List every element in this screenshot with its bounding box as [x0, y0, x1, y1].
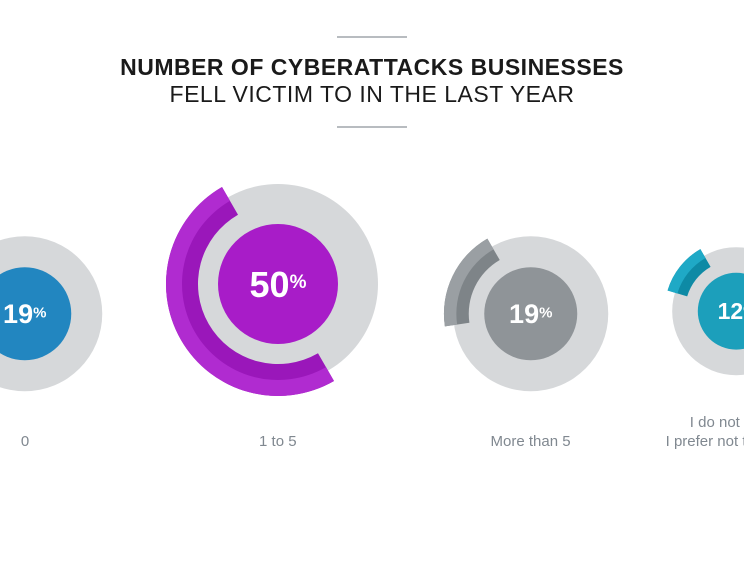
gauge-0: 19% 0 — [0, 213, 126, 452]
gauge-label: More than 5 — [491, 432, 571, 452]
gauge-row: 19% 0 50% 1 to 5 19% More than 5 12% I do not k… — [0, 154, 744, 452]
infographic-root: NUMBER OF CYBERATTACKS BUSINESSES FELL V… — [0, 36, 744, 588]
title-line-2: FELL VICTIM TO IN THE LAST YEAR — [0, 81, 744, 108]
top-divider — [337, 36, 407, 38]
gauge-1: 50% 1 to 5 — [148, 154, 408, 452]
gauge-value: 12% — [718, 298, 744, 324]
gauge-svg: 19% — [0, 213, 126, 415]
gauge-svg: 19% — [430, 213, 632, 415]
gauge-svg: 50% — [148, 154, 408, 414]
mid-divider — [337, 126, 407, 128]
gauge-label: 1 to 5 — [259, 432, 297, 452]
title-line-1: NUMBER OF CYBERATTACKS BUSINESSES — [0, 54, 744, 81]
gauge-3: 12% I do not know/I prefer not to answer — [653, 228, 744, 451]
chart-title: NUMBER OF CYBERATTACKS BUSINESSES FELL V… — [0, 54, 744, 108]
gauge-2: 19% More than 5 — [430, 213, 632, 452]
gauge-svg: 12% — [653, 228, 744, 394]
gauge-label: I do not know/I prefer not to answer — [666, 413, 744, 452]
gauge-label: 0 — [21, 432, 29, 452]
